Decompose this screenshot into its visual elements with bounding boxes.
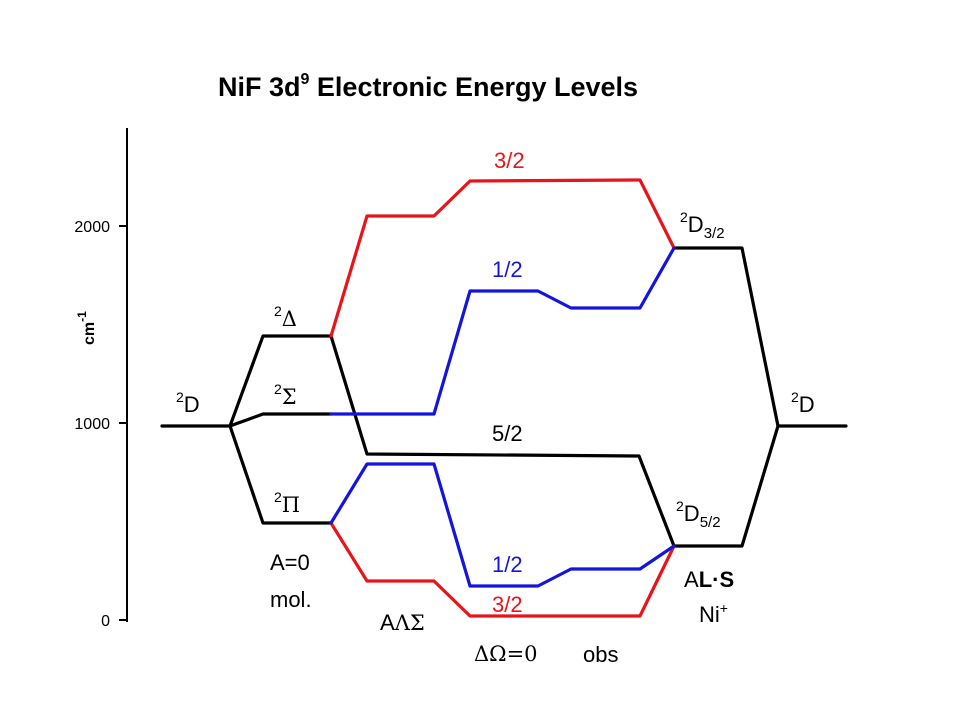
ion-2D52-label: 2D5/2 bbox=[676, 498, 721, 531]
omega-3-2-upper-line bbox=[329, 178, 676, 338]
omega-5-2-line bbox=[329, 334, 676, 548]
omega-1-2-lower-line bbox=[329, 462, 676, 588]
delta-omega-label: ΔΩ=0 bbox=[474, 642, 538, 666]
omega-label-bottom-red: 3/2 bbox=[492, 592, 523, 617]
diagram-title: NiF 3d9 Electronic Energy Levels bbox=[218, 71, 638, 102]
pi-label: 2Π bbox=[274, 489, 300, 517]
omega-3-2-lower-line bbox=[329, 521, 676, 618]
delta-level bbox=[228, 334, 333, 428]
omega-label-middle-black: 5/2 bbox=[492, 421, 523, 446]
omega-label-lower-blue: 1/2 bbox=[492, 552, 523, 577]
y-tick-label-1000: 1000 bbox=[74, 416, 110, 433]
mol-label-line2: mol. bbox=[270, 587, 312, 612]
ion-2D52-level bbox=[672, 424, 780, 548]
omega-label-upper-blue: 1/2 bbox=[492, 257, 523, 282]
y-tick-label-2000: 2000 bbox=[74, 219, 110, 236]
sigma-level bbox=[228, 412, 333, 428]
ion-2D32-level bbox=[672, 246, 848, 428]
ion-2D32-label: 2D3/2 bbox=[680, 209, 725, 242]
pi-level bbox=[228, 424, 333, 525]
y-tick-label-0: 0 bbox=[101, 613, 110, 630]
mol-label-line1: A=0 bbox=[270, 550, 310, 575]
obs-label: obs bbox=[583, 642, 618, 667]
y-axis-unit: cm-1 bbox=[75, 311, 98, 345]
omega-label-top-red: 3/2 bbox=[494, 148, 525, 173]
als-label: AΛΣ bbox=[380, 610, 425, 635]
right-2D-label: 2D bbox=[791, 389, 815, 417]
left-2D-label: 2D bbox=[176, 389, 200, 417]
sigma-label: 2Σ bbox=[274, 381, 297, 409]
delta-label: 2Δ bbox=[274, 303, 297, 331]
omega-1-2-upper-line bbox=[329, 246, 676, 416]
ion-name-label: Ni+ bbox=[699, 600, 728, 627]
ion-als-label: AL·S bbox=[684, 567, 734, 592]
